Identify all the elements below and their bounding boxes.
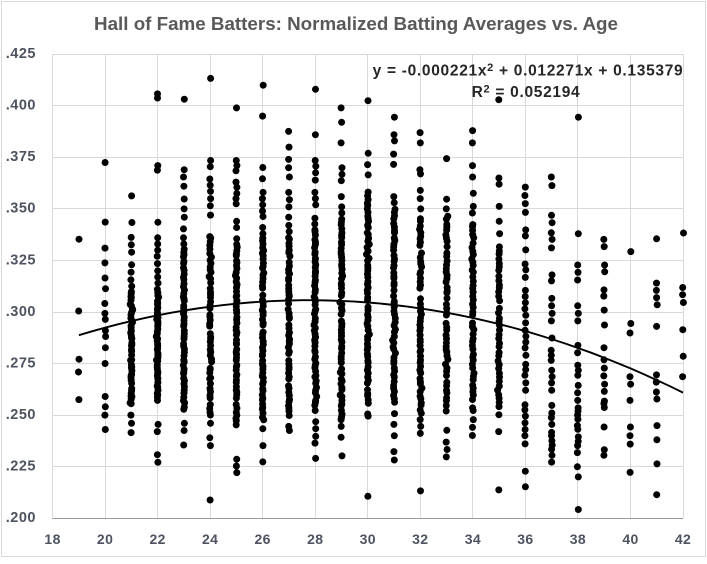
svg-text:32: 32: [412, 531, 428, 547]
svg-text:.225: .225: [6, 458, 36, 474]
svg-text:34: 34: [465, 531, 481, 547]
svg-text:.325: .325: [6, 252, 36, 268]
svg-text:28: 28: [307, 531, 323, 547]
svg-text:24: 24: [202, 531, 218, 547]
svg-text:42: 42: [675, 531, 691, 547]
svg-text:.275: .275: [6, 355, 36, 371]
svg-text:y = -0.000221x2 + 0.012271x +: y = -0.000221x2 + 0.012271x + 0.135379: [373, 62, 684, 80]
svg-text:36: 36: [517, 531, 533, 547]
svg-text:38: 38: [570, 531, 586, 547]
svg-text:.250: .250: [6, 407, 36, 423]
svg-text:40: 40: [622, 531, 638, 547]
svg-text:22: 22: [150, 531, 166, 547]
svg-text:30: 30: [360, 531, 376, 547]
svg-text:.375: .375: [6, 149, 36, 165]
svg-text:.350: .350: [6, 201, 36, 217]
svg-text:20: 20: [97, 531, 113, 547]
svg-text:.425: .425: [6, 46, 36, 62]
svg-text:.400: .400: [6, 98, 36, 114]
svg-text:.300: .300: [6, 304, 36, 320]
svg-text:.200: .200: [6, 510, 36, 526]
svg-text:18: 18: [44, 531, 60, 547]
svg-text:26: 26: [255, 531, 271, 547]
svg-text:R2 = 0.052194: R2 = 0.052194: [472, 84, 581, 102]
svg-text:Hall of Fame Batters: Normaliz: Hall of Fame Batters: Normalized Batting…: [94, 13, 618, 34]
